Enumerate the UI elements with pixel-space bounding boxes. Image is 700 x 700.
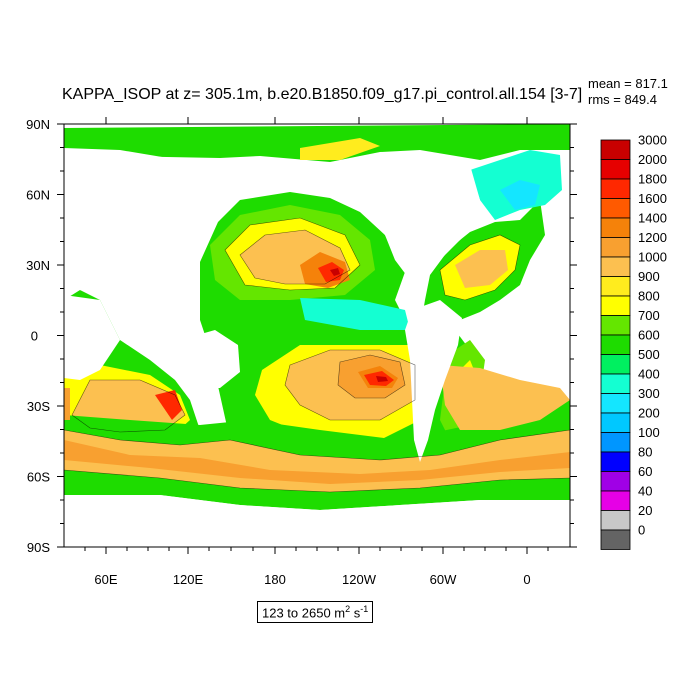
lon-label-120e: 120E bbox=[173, 572, 204, 587]
colorbar-label: 100 bbox=[638, 425, 660, 440]
colorbar-swatch bbox=[600, 315, 631, 336]
colorbar-swatch bbox=[600, 510, 631, 531]
south-america-land bbox=[405, 300, 462, 462]
plot-title: KAPPA_ISOP at z= 305.1m, b.e20.B1850.f09… bbox=[62, 86, 583, 103]
colorbar-swatch bbox=[600, 412, 631, 433]
colorbar-label: 1200 bbox=[638, 230, 667, 245]
colorbar-label: 1400 bbox=[638, 211, 667, 226]
colorbar-swatch bbox=[600, 159, 631, 180]
lat-label-30s: 30S bbox=[27, 399, 50, 414]
lon-ticks bbox=[84, 117, 549, 554]
colorbar-swatch bbox=[600, 217, 631, 238]
colorbar-swatch bbox=[600, 276, 631, 297]
colorbar-label: 900 bbox=[638, 269, 660, 284]
colorbar-label: 300 bbox=[638, 386, 660, 401]
colorbar-label: 0 bbox=[638, 523, 645, 538]
mean-stat: mean = 817.1 bbox=[588, 76, 668, 91]
colorbar-label: 40 bbox=[638, 484, 652, 499]
colorbar-label: 800 bbox=[638, 289, 660, 304]
colorbar-label: 500 bbox=[638, 347, 660, 362]
units-label: 123 to 2650 m2 s-1 bbox=[257, 601, 374, 624]
colorbar-label: 80 bbox=[638, 445, 652, 460]
colorbar-label: 1000 bbox=[638, 250, 667, 265]
units-sup-2: -1 bbox=[360, 604, 369, 614]
lat-label-30n: 30N bbox=[26, 258, 50, 273]
lat-label-eq: 0 bbox=[31, 329, 38, 344]
colorbar-label: 400 bbox=[638, 367, 660, 382]
colorbar-swatch bbox=[600, 178, 631, 199]
colorbar-swatch bbox=[600, 471, 631, 492]
colorbar-swatch bbox=[600, 451, 631, 472]
rms-stat: rms = 849.4 bbox=[588, 92, 658, 107]
colorbar-swatch bbox=[600, 256, 631, 277]
colorbar-swatch bbox=[600, 373, 631, 394]
colorbar-swatch bbox=[600, 490, 631, 511]
lat-ticks bbox=[57, 123, 577, 548]
lat-label-90n: 90N bbox=[26, 117, 50, 132]
lon-label-60w: 60W bbox=[430, 572, 457, 587]
lon-label-120w: 120W bbox=[342, 572, 377, 587]
colorbar-label: 1800 bbox=[638, 172, 667, 187]
colorbar-swatch bbox=[600, 237, 631, 258]
colorbar-swatch bbox=[600, 198, 631, 219]
colorbar-label: 20 bbox=[638, 503, 652, 518]
lat-label-90s: 90S bbox=[27, 540, 50, 555]
colorbar-label: 1600 bbox=[638, 191, 667, 206]
units-range: 123 to 2650 m bbox=[262, 605, 346, 621]
arctic-ocean bbox=[64, 124, 570, 162]
north-america-land bbox=[330, 158, 480, 280]
lat-label-60s: 60S bbox=[27, 470, 50, 485]
colorbar-label: 2000 bbox=[638, 152, 667, 167]
colorbar-swatch bbox=[600, 334, 631, 355]
units-mid: s bbox=[350, 605, 361, 621]
antarctica-land bbox=[64, 495, 570, 547]
lon-label-0: 0 bbox=[523, 572, 530, 587]
lat-label-60n: 60N bbox=[26, 188, 50, 203]
colorbar-label: 700 bbox=[638, 308, 660, 323]
eurasia-land bbox=[64, 155, 230, 280]
colorbar: 3000200018001600140012001000900800700600… bbox=[600, 133, 667, 550]
africa-south-land bbox=[64, 295, 120, 380]
colorbar-swatch bbox=[600, 529, 631, 550]
units-sup-1: 2 bbox=[345, 604, 351, 614]
lon-label-60e: 60E bbox=[94, 572, 117, 587]
colorbar-swatch bbox=[600, 432, 631, 453]
colorbar-label: 200 bbox=[638, 406, 660, 421]
map-field bbox=[64, 124, 570, 547]
colorbar-swatch bbox=[600, 139, 631, 160]
colorbar-swatch bbox=[600, 393, 631, 414]
lon-label-180: 180 bbox=[264, 572, 286, 587]
colorbar-label: 60 bbox=[638, 464, 652, 479]
australia-land bbox=[175, 330, 240, 388]
colorbar-swatch bbox=[600, 354, 631, 375]
colorbar-label: 3000 bbox=[638, 133, 667, 148]
colorbar-swatch bbox=[600, 295, 631, 316]
colorbar-label: 600 bbox=[638, 328, 660, 343]
